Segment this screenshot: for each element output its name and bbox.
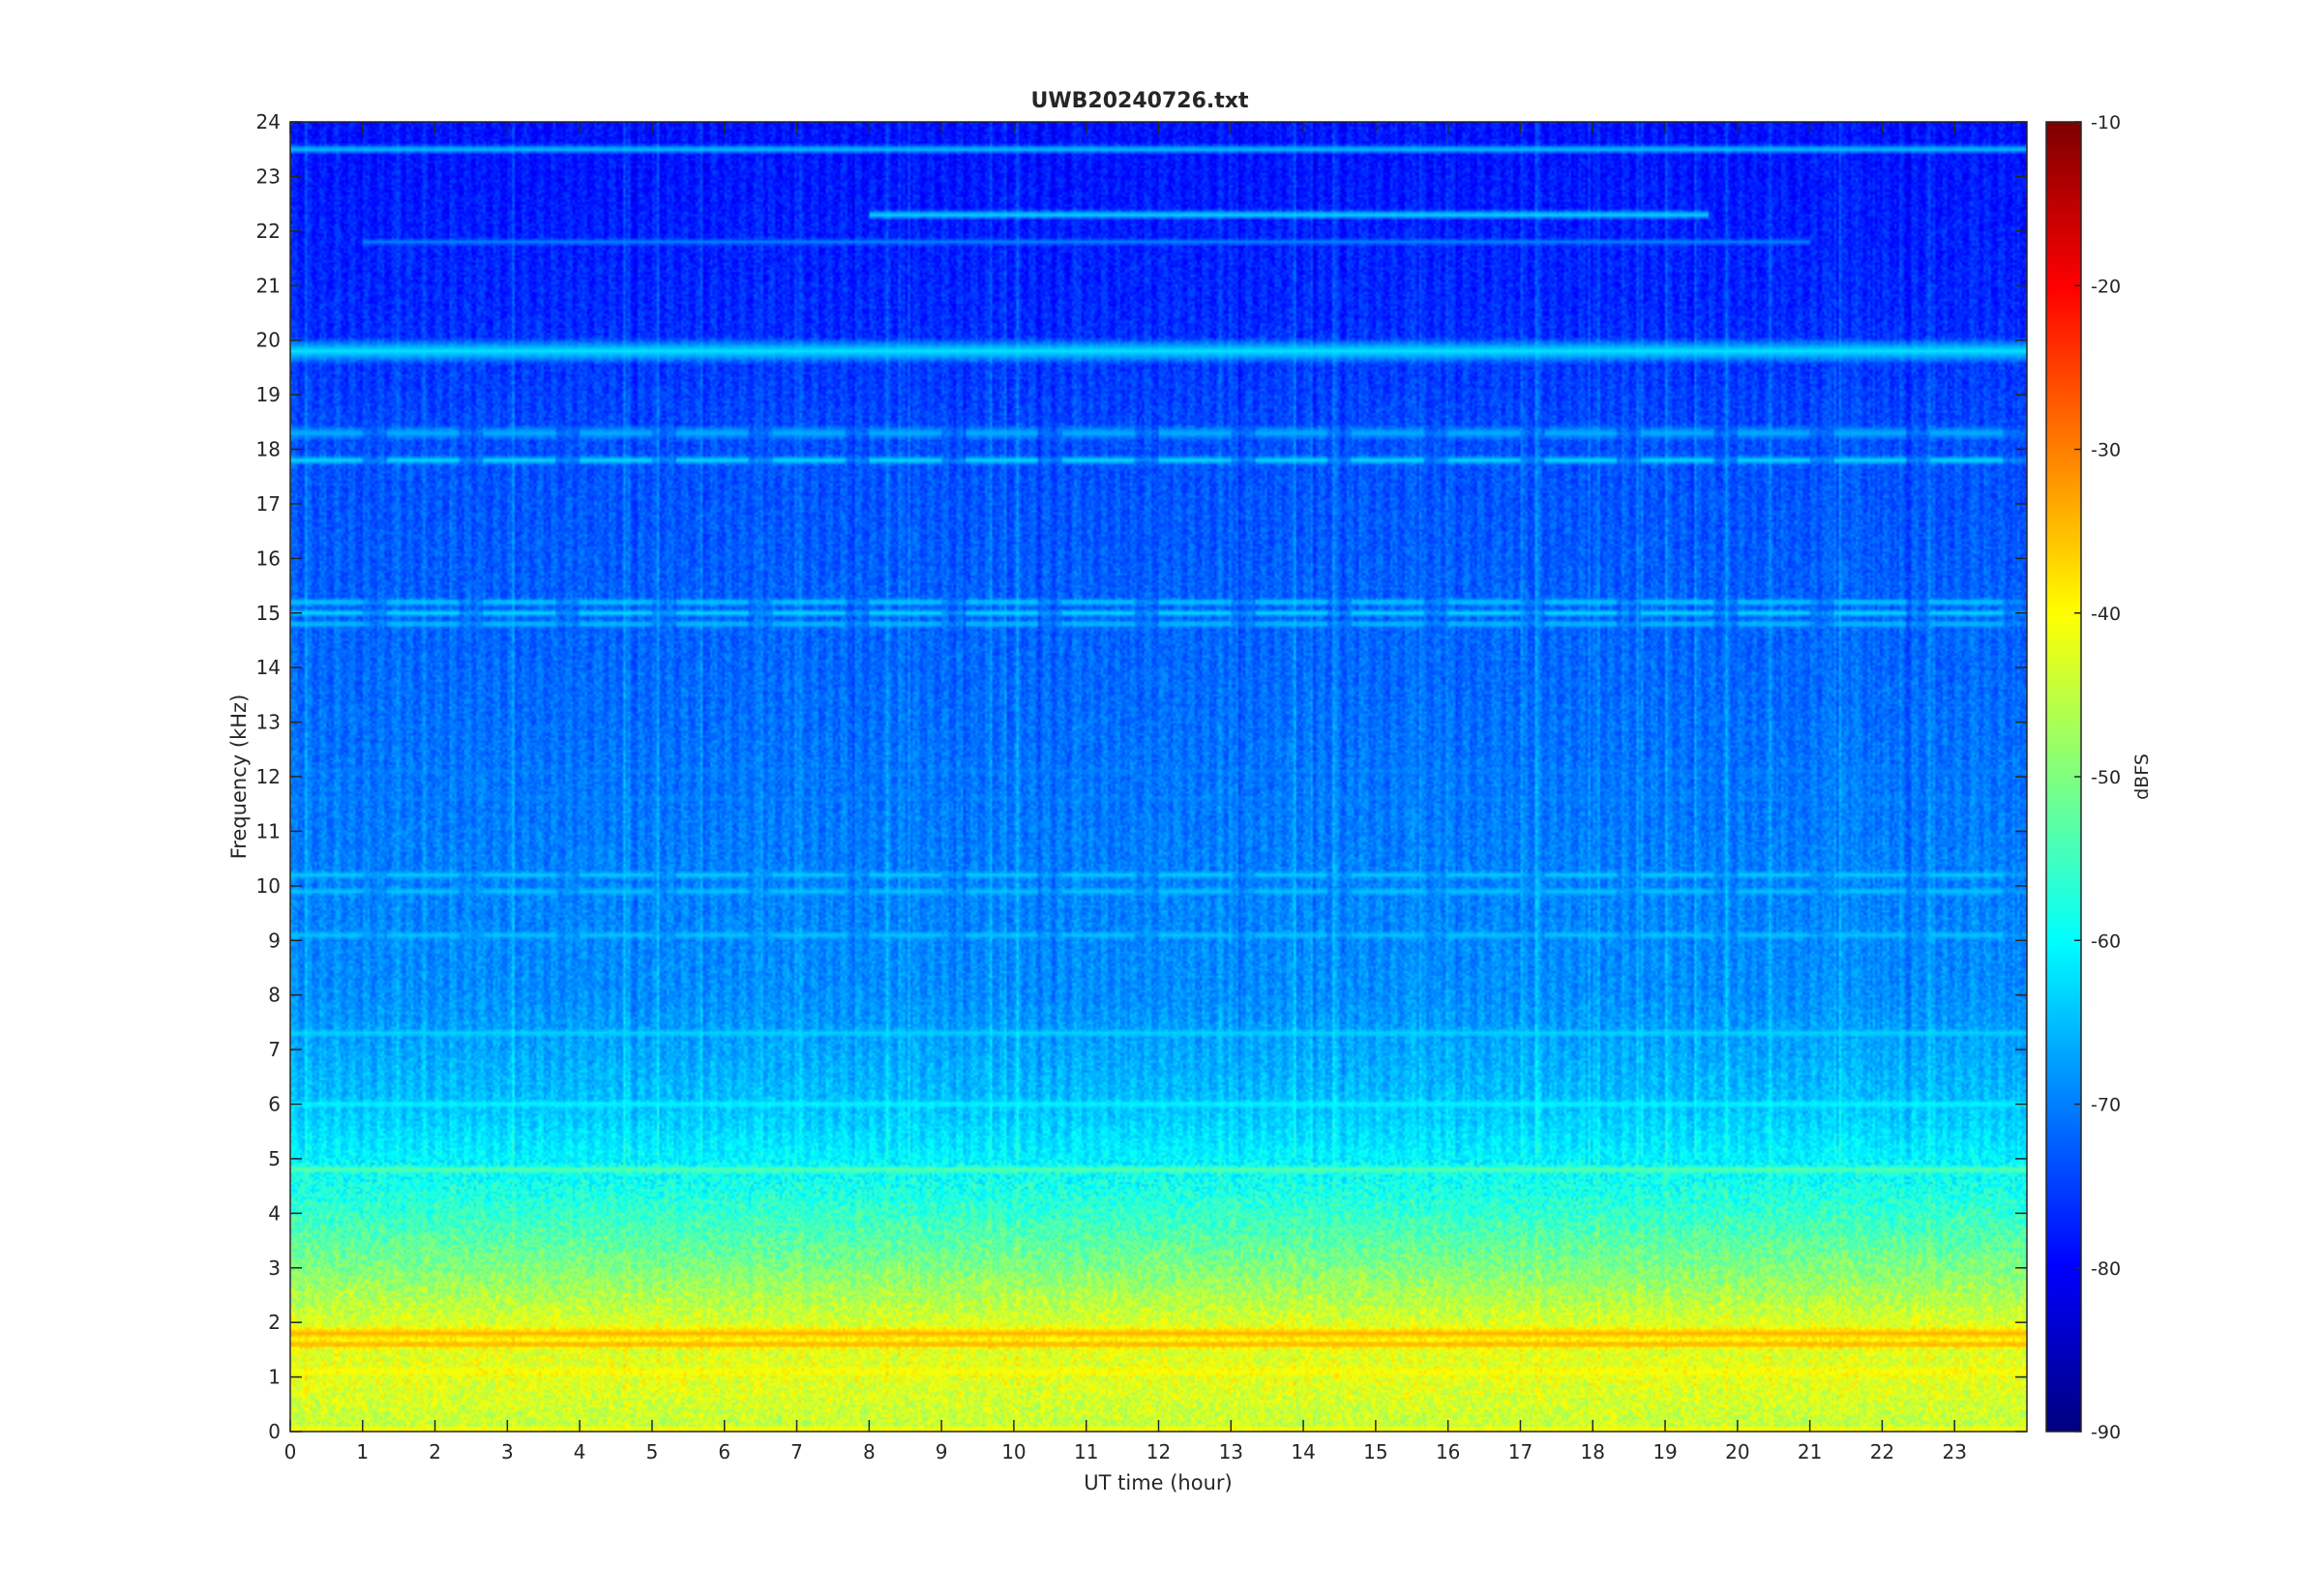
y-tick-label: 6 bbox=[268, 1093, 281, 1116]
x-tick-label: 8 bbox=[863, 1440, 876, 1463]
x-tick-label: 12 bbox=[1146, 1440, 1171, 1463]
y-tick-label: 13 bbox=[256, 711, 281, 734]
y-tick-label: 23 bbox=[256, 164, 281, 188]
x-tick-label: 6 bbox=[718, 1440, 730, 1463]
y-tick-label: 4 bbox=[268, 1201, 281, 1225]
y-tick-label: 2 bbox=[268, 1311, 281, 1334]
y-tick-label: 12 bbox=[256, 765, 281, 788]
colorbar-tick-label: -30 bbox=[2091, 440, 2121, 461]
y-tick-label: 5 bbox=[268, 1147, 281, 1170]
y-tick-label: 14 bbox=[256, 656, 281, 679]
y-tick-label: 1 bbox=[268, 1366, 281, 1389]
colorbar-tick-label: -40 bbox=[2091, 604, 2121, 625]
x-axis-ticks: 0 1 2 3 4 5 6 7 8 9 10 11 12 13 14 15 16 17 18 19 20 21 22 23 bbox=[284, 122, 1967, 1463]
x-tick-label: 16 bbox=[1436, 1440, 1460, 1463]
x-tick-label: 0 bbox=[284, 1440, 297, 1463]
x-tick-label: 14 bbox=[1291, 1440, 1315, 1463]
x-tick-label: 13 bbox=[1219, 1440, 1243, 1463]
y-tick-label: 20 bbox=[256, 329, 281, 352]
x-tick-label: 15 bbox=[1363, 1440, 1387, 1463]
y-tick-label: 19 bbox=[256, 383, 281, 406]
y-tick-label: 0 bbox=[268, 1420, 281, 1443]
x-tick-label: 19 bbox=[1652, 1440, 1677, 1463]
y-axis-label: Frequency (kHz) bbox=[227, 695, 251, 860]
colorbar-label: dBFS bbox=[2131, 754, 2153, 800]
x-axis-label: UT time (hour) bbox=[1084, 1471, 1232, 1494]
x-tick-label: 20 bbox=[1725, 1440, 1749, 1463]
colorbar-tick-label: -90 bbox=[2091, 1422, 2121, 1443]
colorbar-tick-label: -80 bbox=[2091, 1258, 2121, 1280]
colorbar-tick-label: -10 bbox=[2091, 112, 2121, 133]
x-tick-label: 2 bbox=[429, 1440, 441, 1463]
x-tick-label: 4 bbox=[574, 1440, 586, 1463]
x-tick-label: 3 bbox=[501, 1440, 514, 1463]
y-tick-label: 24 bbox=[256, 110, 281, 133]
y-tick-label: 21 bbox=[256, 274, 281, 297]
x-tick-label: 21 bbox=[1798, 1440, 1822, 1463]
x-tick-label: 17 bbox=[1508, 1440, 1533, 1463]
y-tick-label: 16 bbox=[256, 547, 281, 570]
x-tick-label: 23 bbox=[1942, 1440, 1966, 1463]
y-tick-label: 17 bbox=[256, 492, 281, 516]
colorbar-tick-label: -60 bbox=[2091, 931, 2121, 952]
x-tick-label: 1 bbox=[356, 1440, 369, 1463]
x-tick-label: 9 bbox=[936, 1440, 948, 1463]
x-tick-label: 22 bbox=[1870, 1440, 1894, 1463]
colorbar-ticks: -10 -20 -30 -40 -50 -60 -70 -80 -90 bbox=[2074, 112, 2121, 1443]
spectrogram-heatmap bbox=[290, 122, 2027, 1432]
y-tick-label: 15 bbox=[256, 602, 281, 625]
x-tick-label: 11 bbox=[1074, 1440, 1098, 1463]
colorbar-tick-label: -50 bbox=[2091, 767, 2121, 788]
x-tick-label: 10 bbox=[1001, 1440, 1026, 1463]
x-tick-label: 18 bbox=[1581, 1440, 1605, 1463]
x-tick-label: 5 bbox=[646, 1440, 659, 1463]
y-tick-label: 3 bbox=[268, 1256, 281, 1280]
chart-title: UWB20240726.txt bbox=[1031, 89, 1249, 113]
y-tick-label: 8 bbox=[268, 984, 281, 1007]
y-tick-label: 22 bbox=[256, 220, 281, 243]
y-tick-label: 11 bbox=[256, 819, 281, 842]
y-tick-label: 7 bbox=[268, 1038, 281, 1061]
colorbar-tick-label: -20 bbox=[2091, 276, 2121, 297]
y-tick-label: 9 bbox=[268, 929, 281, 952]
x-tick-label: 7 bbox=[790, 1440, 803, 1463]
y-tick-label: 10 bbox=[256, 874, 281, 898]
colorbar-tick-label: -70 bbox=[2091, 1095, 2121, 1116]
y-tick-label: 18 bbox=[256, 438, 281, 461]
